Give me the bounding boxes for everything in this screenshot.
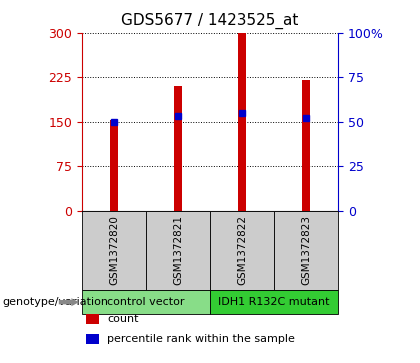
Text: count: count: [107, 314, 139, 325]
Text: GSM1372822: GSM1372822: [237, 216, 247, 285]
Bar: [174, 86, 182, 211]
Text: GDS5677 / 1423525_at: GDS5677 / 1423525_at: [121, 13, 299, 29]
Bar: [302, 80, 310, 211]
Text: GSM1372820: GSM1372820: [109, 216, 119, 285]
Text: percentile rank within the sample: percentile rank within the sample: [107, 334, 295, 344]
Text: IDH1 R132C mutant: IDH1 R132C mutant: [218, 297, 330, 307]
Bar: [110, 121, 118, 211]
Text: genotype/variation: genotype/variation: [2, 297, 108, 307]
Text: control vector: control vector: [107, 297, 185, 307]
Text: GSM1372821: GSM1372821: [173, 216, 183, 285]
Text: GSM1372823: GSM1372823: [301, 216, 311, 285]
Bar: [238, 33, 246, 211]
